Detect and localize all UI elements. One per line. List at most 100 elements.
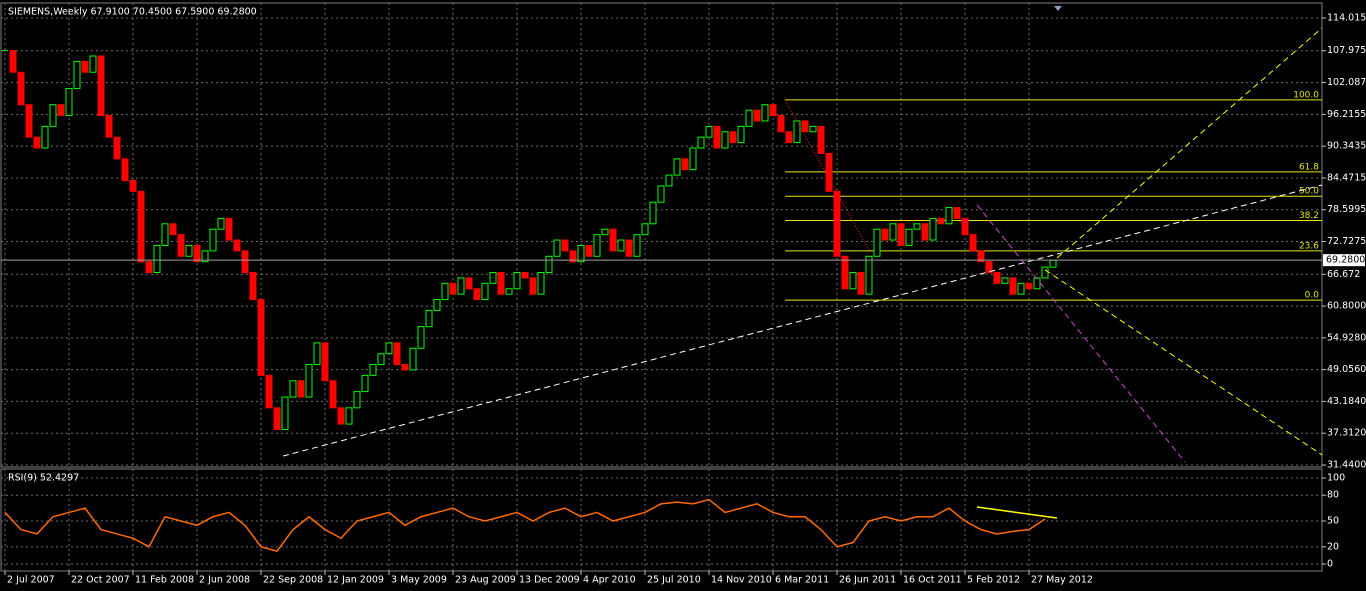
fib-label: 100.0	[1293, 90, 1319, 100]
y-tick-label: 102.087	[1327, 77, 1366, 88]
y-tick-label: 20	[1327, 541, 1339, 552]
candle	[457, 277, 465, 295]
candle	[369, 364, 377, 376]
candle	[97, 55, 105, 117]
trend-line	[282, 184, 1323, 457]
x-tick-label: 26 Jun 2011	[839, 575, 896, 586]
x-tick-label: 3 May 2009	[391, 575, 447, 586]
candle	[777, 115, 785, 133]
candle	[665, 174, 673, 187]
y-tick-label: 78.5995	[1327, 204, 1366, 215]
candle	[769, 104, 777, 117]
candle	[377, 353, 385, 366]
candle	[65, 87, 73, 117]
candle	[289, 380, 297, 398]
candle	[425, 309, 433, 328]
candle	[985, 261, 993, 274]
price-pane-frame	[0, 2, 1323, 468]
y-tick-label: 100	[1327, 473, 1345, 484]
candle	[529, 277, 537, 295]
candle	[993, 272, 1001, 284]
trend-line	[976, 204, 1186, 463]
candle	[249, 272, 257, 301]
candle	[577, 244, 585, 263]
candle	[161, 223, 169, 246]
candle	[25, 104, 33, 138]
candle	[881, 228, 889, 241]
x-tick-label: 11 Feb 2008	[135, 575, 194, 586]
x-tick-label: 16 Oct 2011	[903, 575, 962, 586]
candle	[265, 374, 273, 409]
candle	[673, 158, 681, 176]
candle	[969, 234, 977, 252]
candle	[497, 272, 505, 295]
x-tick-label: 4 Apr 2010	[583, 575, 636, 586]
fib-label: 23.6	[1299, 241, 1319, 251]
y-tick-label: 49.0560	[1327, 364, 1366, 375]
candle	[793, 120, 801, 144]
candle	[553, 239, 561, 257]
candle	[1041, 266, 1049, 279]
candle	[801, 120, 809, 133]
candle	[953, 207, 961, 219]
fib-label: 38.2	[1299, 211, 1319, 221]
candle	[641, 223, 649, 236]
y-tick-label: 50	[1327, 516, 1339, 527]
candle	[481, 282, 489, 301]
y-tick-label: 31.4400	[1327, 459, 1366, 470]
candle	[945, 207, 953, 225]
y-tick-label: 43.1840	[1327, 396, 1366, 407]
x-tick-label: 2 Jun 2008	[199, 575, 250, 586]
candle	[329, 380, 337, 409]
candle	[9, 50, 17, 73]
candle	[177, 234, 185, 257]
candle	[905, 228, 913, 246]
candle	[1001, 277, 1009, 284]
candle	[633, 234, 641, 257]
candle	[473, 288, 481, 301]
candle	[121, 158, 129, 181]
shift-marker	[1054, 6, 1062, 11]
candle	[865, 255, 873, 295]
chart-title: SIEMENS,Weekly 67.9100 70.4500 67.5900 6…	[8, 7, 257, 18]
x-tick-label: 13 Dec 2009	[519, 575, 580, 586]
candle	[185, 244, 193, 257]
rsi-title: RSI(9) 52.4297	[8, 473, 79, 484]
candle	[1049, 259, 1057, 268]
rsi-pane-frame	[0, 468, 1323, 572]
candle	[105, 115, 113, 138]
candle	[625, 239, 633, 257]
trend-line	[1056, 27, 1323, 259]
y-tick-label: 60.8000	[1327, 301, 1366, 312]
candle	[401, 364, 409, 371]
candle	[305, 364, 313, 398]
candle	[209, 228, 217, 252]
candle	[385, 342, 393, 355]
candle	[361, 374, 369, 393]
candle	[521, 272, 529, 279]
candle	[977, 250, 985, 263]
x-tick-label: 14 Nov 2010	[711, 575, 772, 586]
candle	[489, 272, 497, 284]
candle	[545, 255, 553, 274]
candle	[433, 299, 441, 311]
fib-label: 50.0	[1299, 187, 1319, 197]
candle	[321, 342, 329, 382]
candle	[513, 272, 521, 290]
candle	[57, 104, 65, 117]
candle	[921, 223, 929, 241]
candle	[81, 60, 89, 73]
candle	[41, 125, 49, 149]
candle	[569, 250, 577, 263]
candle	[441, 282, 449, 301]
candle	[761, 104, 769, 122]
candle	[73, 60, 81, 89]
fib-label: 61.8	[1299, 162, 1319, 172]
candle	[417, 326, 425, 349]
candle	[729, 131, 737, 144]
candle	[737, 125, 745, 144]
candle	[1009, 277, 1017, 295]
x-tick-label: 25 Jul 2010	[647, 575, 701, 586]
